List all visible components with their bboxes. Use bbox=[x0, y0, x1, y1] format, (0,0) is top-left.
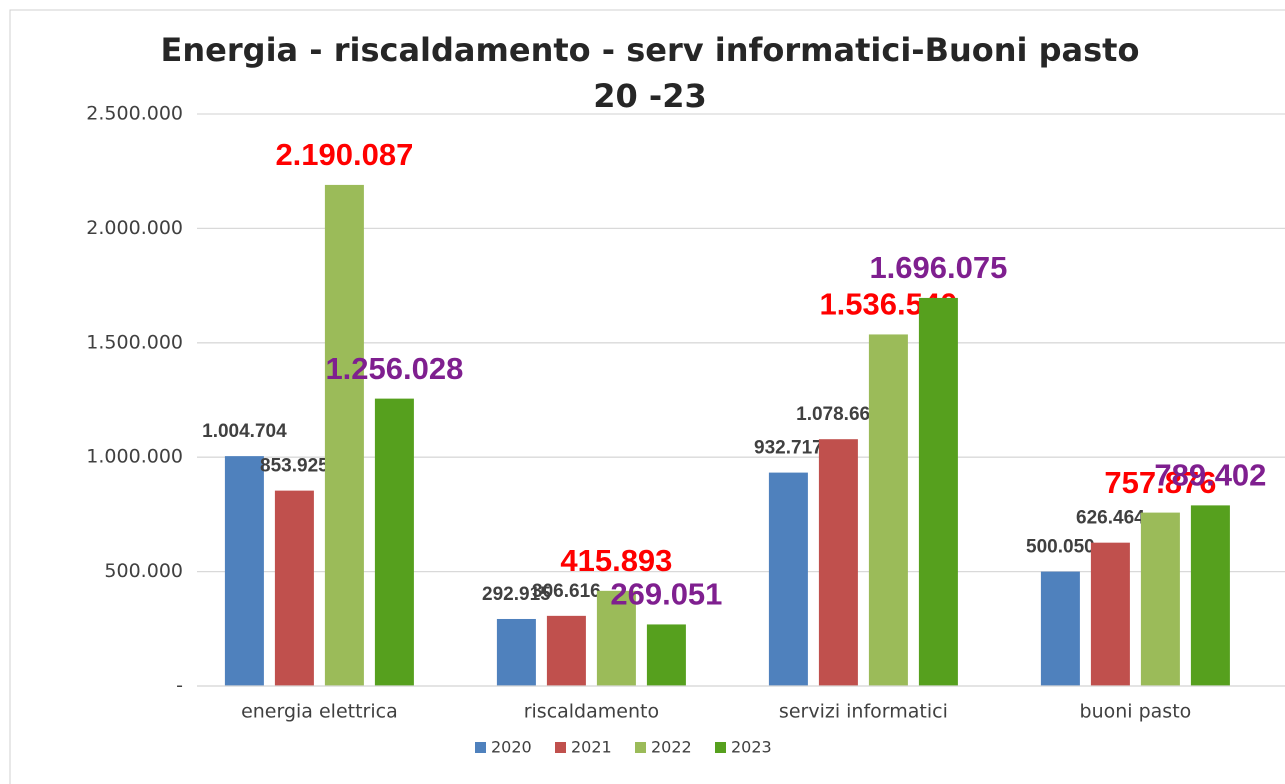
bar bbox=[546, 615, 586, 686]
bar bbox=[274, 490, 314, 686]
value-label: 757.876 bbox=[1104, 465, 1216, 500]
value-label: 500.050 bbox=[1026, 537, 1095, 558]
bar bbox=[496, 618, 536, 686]
bar bbox=[868, 334, 908, 686]
y-tick-label: 1.500.000 bbox=[86, 331, 183, 353]
value-label: 1.256.028 bbox=[325, 351, 463, 386]
x-tick-label: servizi informatici bbox=[779, 701, 948, 723]
bar bbox=[1040, 571, 1080, 686]
bar bbox=[324, 184, 364, 687]
bar bbox=[374, 398, 414, 686]
legend-label: 2020 bbox=[491, 738, 532, 757]
legend-swatch bbox=[555, 742, 566, 753]
bar bbox=[918, 297, 958, 686]
bar bbox=[646, 624, 686, 686]
legend-swatch bbox=[715, 742, 726, 753]
value-label: 789.402 bbox=[1154, 458, 1266, 493]
legend-label: 2022 bbox=[651, 738, 692, 757]
chart-title: Energia - riscaldamento - serv informati… bbox=[161, 31, 1140, 69]
bar bbox=[1190, 505, 1230, 686]
legend-label: 2023 bbox=[731, 738, 772, 757]
bar bbox=[224, 456, 264, 686]
value-label: 1.004.704 bbox=[202, 421, 287, 442]
bar bbox=[1140, 512, 1180, 686]
y-tick-label: 2.000.000 bbox=[86, 217, 183, 239]
legend-label: 2021 bbox=[571, 738, 612, 757]
value-label: 626.464 bbox=[1076, 508, 1145, 529]
value-label: 853.925 bbox=[260, 456, 329, 477]
y-tick-label: 500.000 bbox=[104, 560, 183, 582]
value-label: 932.717 bbox=[754, 438, 823, 459]
bar bbox=[596, 590, 636, 686]
y-tick-label: 2.500.000 bbox=[86, 103, 183, 125]
value-label: 269.051 bbox=[610, 577, 722, 612]
value-label: 2.190.087 bbox=[275, 137, 413, 172]
y-tick-label: 1.000.000 bbox=[86, 446, 183, 468]
value-label: 415.893 bbox=[560, 543, 672, 578]
bar bbox=[768, 472, 808, 686]
bar bbox=[818, 439, 858, 686]
bar bbox=[1090, 542, 1130, 686]
value-label: 306.616 bbox=[532, 581, 601, 602]
value-label: 292.915 bbox=[482, 584, 551, 605]
y-tick-label: - bbox=[176, 675, 183, 697]
value-label: 1.696.075 bbox=[869, 250, 1007, 285]
legend-swatch bbox=[475, 742, 486, 753]
chart-subtitle: 20 -23 bbox=[593, 77, 706, 115]
x-tick-label: energia elettrica bbox=[241, 701, 398, 723]
value-label: 1.078.666 bbox=[796, 404, 881, 425]
legend-swatch bbox=[635, 742, 646, 753]
x-tick-label: buoni pasto bbox=[1080, 701, 1192, 723]
x-tick-label: riscaldamento bbox=[524, 701, 659, 723]
